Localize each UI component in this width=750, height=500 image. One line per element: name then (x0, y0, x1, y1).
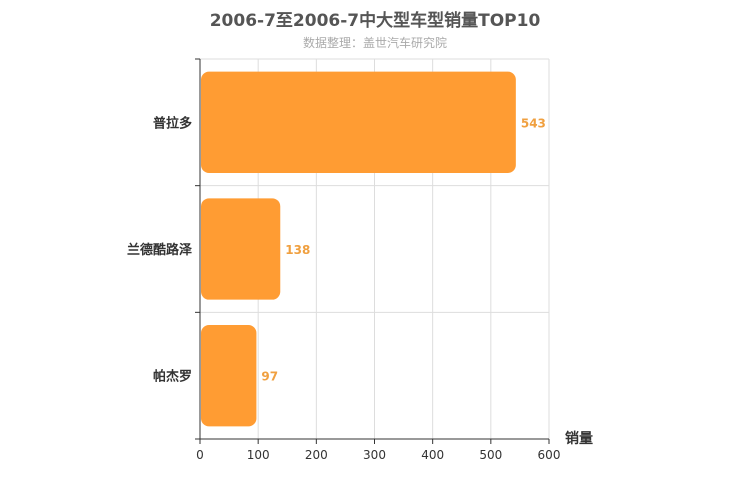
data-label: 543 (521, 116, 546, 130)
data-label: 97 (261, 370, 278, 384)
category-label: 帕杰罗 (153, 369, 192, 385)
x-tick-label: 200 (305, 448, 328, 462)
chart-subtitle: 数据整理：盖世汽车研究院 (302, 36, 447, 50)
bar (201, 198, 281, 300)
x-axis-title: 销量 (565, 430, 593, 447)
x-tick-label: 100 (247, 448, 270, 462)
category-label: 普拉多 (153, 115, 192, 131)
x-tick-label: 300 (363, 448, 386, 462)
bar (201, 71, 516, 173)
category-label: 兰德酷路泽 (127, 242, 193, 258)
x-tick-label: 0 (196, 448, 204, 462)
x-tick-label: 500 (479, 448, 502, 462)
chart-title: 2006-7至2006-7中大型车型销量TOP10 (209, 11, 541, 31)
x-tick-label: 400 (421, 448, 444, 462)
bar (201, 325, 257, 427)
x-tick-label: 600 (538, 448, 561, 462)
data-label: 138 (285, 243, 310, 257)
